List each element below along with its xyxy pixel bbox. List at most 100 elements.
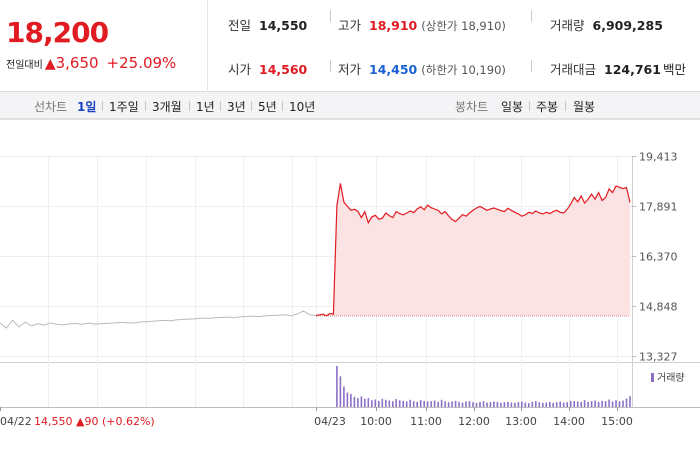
volume-bar	[601, 400, 603, 407]
volume-bar	[528, 403, 530, 407]
low-value: 14,450	[369, 62, 418, 77]
volume-bar	[343, 386, 345, 407]
high-stat: 고가 18,910 (상한가 18,910)	[338, 15, 506, 34]
tab-daily-candle[interactable]: 일봉	[501, 100, 524, 114]
y-tick-label: 14,848	[639, 301, 678, 314]
volume-bar	[611, 401, 614, 407]
open-stat: 시가 14,560	[228, 59, 307, 78]
volume-bar	[521, 401, 523, 407]
change-row: 전일대비 ▲ 3,650 +25.09%	[6, 54, 176, 72]
volume-bar	[566, 402, 568, 407]
change-amount: 3,650	[55, 54, 99, 72]
tab-3-years[interactable]: 3년	[227, 100, 246, 114]
volume-bar	[615, 400, 617, 407]
volume-bar	[381, 398, 384, 407]
up-arrow-icon: ▲	[44, 56, 56, 72]
volume-bar	[350, 394, 352, 407]
volume-bar	[437, 401, 439, 407]
trade-value-unit: 백만	[662, 62, 686, 77]
volume-bar	[458, 401, 460, 407]
volume-bar	[374, 399, 377, 407]
x-tick-label: 15:00	[601, 415, 633, 428]
low-label: 저가	[338, 62, 362, 77]
volume-legend-label: 거래량	[657, 372, 685, 384]
volume-bar	[423, 400, 425, 407]
volume-bar	[472, 402, 474, 407]
tab-3-months[interactable]: 3개월	[152, 100, 182, 114]
divider	[220, 101, 221, 111]
volume-bar	[447, 402, 450, 407]
volume-bar	[545, 402, 548, 407]
volume-bar	[594, 400, 596, 407]
volume-bar	[496, 401, 499, 407]
x-tick-label: 04/23	[314, 415, 346, 428]
volume-bar	[405, 401, 408, 407]
divider	[251, 101, 252, 111]
volume-bar	[604, 401, 607, 407]
x-tick-label: 12:00	[458, 415, 490, 428]
volume-label: 거래량	[550, 18, 585, 33]
volume-bar	[629, 396, 631, 407]
open-value: 14,560	[259, 62, 308, 77]
volume-bar	[549, 401, 551, 407]
tab-monthly-candle[interactable]: 월봉	[573, 100, 596, 114]
volume-bar	[580, 401, 582, 407]
price-chart[interactable]: 19,413 17,891 16,370 14,848 13,327 거래량 04/22 04…	[0, 119, 700, 450]
volume-bar	[357, 398, 359, 407]
volume-bar	[555, 402, 558, 407]
volume-bar	[339, 376, 342, 408]
prev-close-label: 전일	[228, 18, 252, 33]
volume-bar	[622, 400, 624, 407]
volume-bar	[608, 399, 610, 407]
divider	[529, 101, 530, 111]
divider	[330, 10, 331, 22]
volume-stat: 거래량 6,909,285	[550, 15, 663, 34]
today-area-fill	[316, 183, 630, 316]
volume-bar	[538, 402, 541, 407]
volume-bar	[451, 401, 453, 407]
divider	[531, 60, 532, 72]
volume-bar	[433, 400, 436, 407]
divider	[189, 101, 190, 111]
volume-bar	[444, 401, 446, 407]
volume-bar	[500, 402, 502, 407]
up-arrow-icon: ▲	[76, 415, 85, 428]
volume-bar	[392, 401, 394, 407]
tab-1-day[interactable]: 1일	[77, 100, 97, 114]
tab-10-years[interactable]: 10년	[289, 100, 316, 114]
volume-bar	[409, 399, 411, 407]
tab-5-years[interactable]: 5년	[258, 100, 277, 114]
y-tick-label: 19,413	[639, 151, 678, 164]
volume-bar	[569, 400, 572, 407]
prev-close-stat: 전일 14,550	[228, 15, 307, 34]
volume-bar	[479, 401, 481, 407]
high-label: 고가	[338, 18, 362, 33]
divider	[102, 101, 103, 111]
volume-bar	[576, 401, 579, 407]
volume-bar	[562, 402, 565, 407]
volume-bar	[482, 401, 485, 407]
change-label: 전일대비	[6, 60, 43, 71]
tab-1-year[interactable]: 1년	[196, 100, 215, 114]
divider	[330, 60, 331, 72]
volume-bar	[402, 400, 404, 407]
volume-value: 6,909,285	[592, 18, 663, 33]
volume-bar	[590, 401, 593, 407]
tab-weekly-candle[interactable]: 주봉	[536, 100, 559, 114]
volume-bar	[524, 402, 527, 407]
volume-bar	[426, 401, 429, 407]
candle-chart-label: 봉차트	[455, 100, 489, 114]
y-tick-label: 13,327	[639, 351, 678, 364]
volume-bar	[618, 401, 621, 407]
trade-value-stat: 거래대금 124,761 백만	[550, 59, 686, 78]
volume-bar	[587, 401, 589, 407]
volume-bar	[346, 392, 349, 407]
volume-bar	[559, 401, 561, 407]
volume-bar	[625, 398, 628, 407]
line-chart-label: 선차트	[34, 100, 68, 114]
volume-bar	[489, 402, 492, 407]
prev-day-note: 14,550 ▲90 (+0.62%)	[34, 415, 155, 428]
volume-bar	[360, 396, 363, 407]
tab-1-week[interactable]: 1주일	[109, 100, 139, 114]
volume-bar	[535, 401, 537, 407]
